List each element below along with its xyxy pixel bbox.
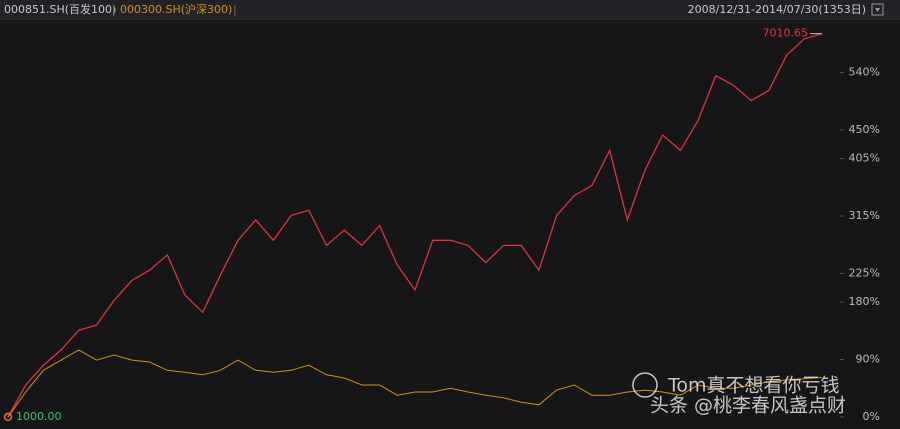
y-tick-label: 180%: [849, 295, 880, 308]
y-tick-label: 90%: [856, 352, 880, 365]
y-tick-label: 315%: [849, 209, 880, 222]
legend-entry[interactable]: 000300.SH(沪深300): [120, 2, 232, 16]
start-label: 1000.00: [16, 410, 62, 423]
watermark-text: 头条 @桃李春风盏点财: [650, 395, 846, 417]
series-line: [7, 32, 823, 418]
end-label: 7010.65: [763, 27, 809, 40]
y-tick-label: 540%: [849, 66, 880, 79]
watermark: Tom真不想看你亏钱 头条 @桃李春风盏点财: [632, 372, 846, 417]
separator: |: [112, 3, 116, 16]
icon-arrow: [875, 8, 880, 12]
watermark-text: Tom真不想看你亏钱: [667, 375, 840, 397]
y-tick-label: 405%: [849, 152, 880, 165]
y-tick-label: 450%: [849, 123, 880, 136]
header-bar: [0, 0, 900, 19]
y-tick-label: 225%: [849, 266, 880, 279]
y-tick-label: 0%: [863, 410, 880, 423]
legend-entry[interactable]: 000851.SH(百发100): [4, 2, 116, 16]
watermark-icon: [632, 372, 658, 398]
date-range[interactable]: 2008/12/31-2014/07/30(1353日): [688, 3, 866, 16]
series-line: [7, 349, 823, 418]
icon[interactable]: [871, 3, 884, 16]
start-marker: [3, 412, 13, 422]
separator: |: [233, 3, 237, 16]
